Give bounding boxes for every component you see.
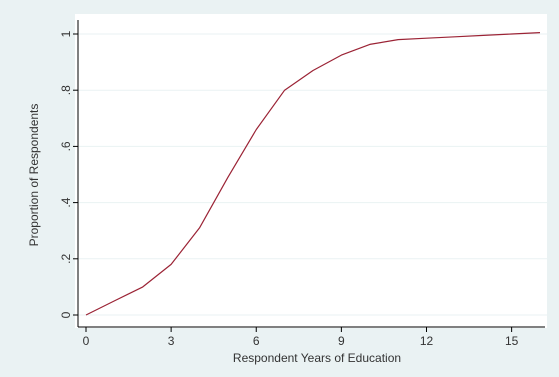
- y-tick-label-2: .4: [59, 197, 73, 207]
- x-tick-label-4: 12: [420, 334, 434, 348]
- x-tick-label-5: 15: [505, 334, 519, 348]
- y-axis-title: Proportion of Respondents: [27, 104, 41, 247]
- axes-group: [77, 20, 545, 328]
- y-tick-label-5: 1: [59, 30, 73, 37]
- x-tick-label-0: 0: [83, 334, 90, 348]
- y-tick-label-4: .8: [59, 85, 73, 95]
- y-tick-label-1: .2: [59, 253, 73, 263]
- series-line-0: [85, 32, 541, 316]
- plot-area-background: [75, 14, 547, 328]
- x-tick-label-2: 6: [253, 334, 260, 348]
- gridlines: [78, 33, 547, 316]
- x-axis-title: Respondent Years of Education: [233, 351, 401, 365]
- x-tick-label-3: 9: [338, 334, 345, 348]
- series-group: [85, 32, 541, 316]
- y-tick-label-3: .6: [59, 141, 73, 151]
- x-tick-label-1: 3: [168, 334, 175, 348]
- y-tick-label-0: 0: [59, 311, 73, 318]
- ticks-group: 0 3 6 9 12 15 0 .2 .4 .6 .8 1: [59, 30, 519, 348]
